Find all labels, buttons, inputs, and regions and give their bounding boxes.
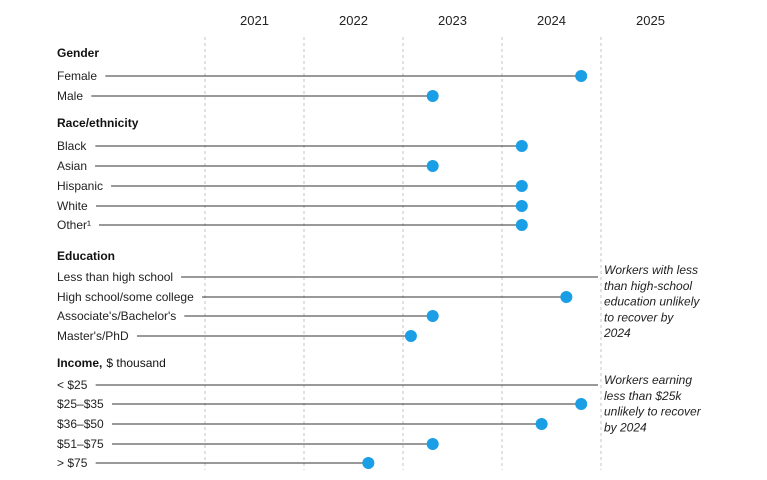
x-tick-label: 2025 xyxy=(636,13,665,28)
recovery-marker xyxy=(515,140,528,152)
category-label: > $75 xyxy=(57,456,88,470)
annotation-line: Workers earning xyxy=(604,373,692,387)
category-label: High school/some college xyxy=(57,290,194,304)
recovery-marker xyxy=(426,438,439,450)
x-tick-label: 2024 xyxy=(537,13,566,28)
recovery-marker xyxy=(575,70,588,82)
category-label: White xyxy=(57,199,88,213)
category-label: Associate's/Bachelor's xyxy=(57,309,176,323)
category-label: < $25 xyxy=(57,378,88,392)
data-row: High school/some college xyxy=(57,290,573,304)
recovery-marker xyxy=(515,200,528,212)
group-gender: Gender Female Male xyxy=(57,46,588,103)
annotation-line: to recover by xyxy=(604,310,674,324)
group-education: Education Less than high school High schoo… xyxy=(57,249,700,343)
x-tick-label: 2023 xyxy=(438,13,467,28)
group-title: Education xyxy=(57,249,115,263)
recovery-marker xyxy=(426,310,439,322)
data-row: $51–$75 xyxy=(57,437,439,451)
group-title: Gender xyxy=(57,46,99,60)
category-label: Master's/PhD xyxy=(57,329,129,343)
data-row: Other¹ xyxy=(57,218,528,232)
group-title: Race/ethnicity xyxy=(57,116,139,130)
recovery-marker xyxy=(426,160,439,172)
data-row: Less than high school xyxy=(57,270,598,284)
data-row: Asian xyxy=(57,159,439,173)
category-label: $25–$35 xyxy=(57,397,104,411)
recovery-marker xyxy=(426,90,439,102)
recovery-marker xyxy=(404,330,417,342)
recovery-marker xyxy=(560,291,573,303)
gridlines xyxy=(204,37,602,470)
group-unit: $ thousand xyxy=(106,356,165,370)
group-title: Income, xyxy=(57,356,102,370)
recovery-marker xyxy=(515,219,528,231)
x-axis-ticks: 2021 2022 2023 2024 2025 xyxy=(240,13,665,28)
data-row: > $75 xyxy=(57,456,375,470)
category-label: Hispanic xyxy=(57,179,103,193)
data-row: Associate's/Bachelor's xyxy=(57,309,439,323)
annotation: Workers earning less than $25k unlikely to… xyxy=(604,373,702,434)
recovery-marker xyxy=(362,457,375,469)
category-label: $51–$75 xyxy=(57,437,104,451)
x-tick-label: 2021 xyxy=(240,13,269,28)
category-label: Female xyxy=(57,69,97,83)
annotation-line: by 2024 xyxy=(604,420,647,434)
data-row: Female xyxy=(57,69,588,83)
data-row: Hispanic xyxy=(57,179,528,193)
annotation: Workers with less than high-school educati… xyxy=(603,263,700,340)
group-income: Income, $ thousand < $25 $25–$35 $36–$50 $51–… xyxy=(57,356,702,470)
category-label: Other¹ xyxy=(57,218,91,232)
data-row: $36–$50 xyxy=(57,417,548,431)
x-tick-label: 2022 xyxy=(339,13,368,28)
annotation-line: education unlikely xyxy=(604,295,700,309)
data-row: Master's/PhD xyxy=(57,329,417,343)
group-race-ethnicity: Race/ethnicity Black Asian Hispanic White Oth… xyxy=(57,116,528,232)
category-label: Black xyxy=(57,139,87,153)
recovery-marker xyxy=(535,418,548,430)
annotation-line: unlikely to recover xyxy=(604,405,702,419)
annotation-line: less than $25k xyxy=(604,389,682,403)
data-row: Male xyxy=(57,89,439,103)
recovery-marker xyxy=(515,180,528,192)
annotation-line: than high-school xyxy=(604,279,692,293)
annotation-line: 2024 xyxy=(603,326,631,340)
category-label: Male xyxy=(57,89,83,103)
rows: Gender Female Male Race/ethnicity Black Asian… xyxy=(57,46,702,470)
recovery-marker xyxy=(575,398,588,410)
data-row: $25–$35 xyxy=(57,397,588,411)
data-row: < $25 xyxy=(57,378,598,392)
data-row: White xyxy=(57,199,528,213)
data-row: Black xyxy=(57,139,528,153)
category-label: $36–$50 xyxy=(57,417,104,431)
category-label: Asian xyxy=(57,159,87,173)
annotation-line: Workers with less xyxy=(604,263,698,277)
category-label: Less than high school xyxy=(57,270,173,284)
